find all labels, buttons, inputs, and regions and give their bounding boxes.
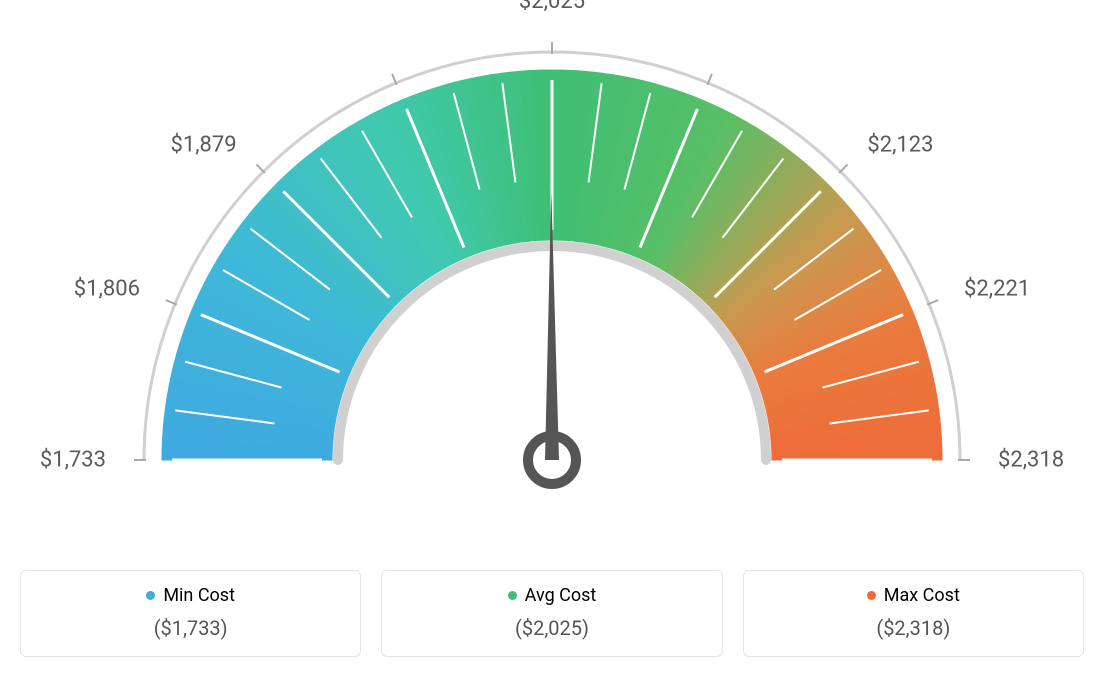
cost-gauge-container: $1,733$1,806$1,879$2,025$2,123$2,221$2,3… xyxy=(20,20,1084,657)
legend-dot-max xyxy=(867,591,876,600)
gauge-svg xyxy=(20,20,1084,540)
gauge-tick-label: $1,879 xyxy=(170,132,236,157)
legend-card-min: Min Cost ($1,733) xyxy=(20,570,361,657)
gauge-tick-label: $2,221 xyxy=(964,277,1030,302)
legend-dot-min xyxy=(146,591,155,600)
legend-card-max: Max Cost ($2,318) xyxy=(743,570,1084,657)
gauge-tick-label: $1,733 xyxy=(40,448,106,473)
legend-value-min: ($1,733) xyxy=(31,616,350,640)
legend-label-max: Max Cost xyxy=(884,585,960,606)
gauge-tick-label: $2,123 xyxy=(867,132,933,157)
legend-value-max: ($2,318) xyxy=(754,616,1073,640)
legend-label-avg: Avg Cost xyxy=(525,585,597,606)
legend-title-min: Min Cost xyxy=(146,585,235,606)
legend-row: Min Cost ($1,733) Avg Cost ($2,025) Max … xyxy=(20,570,1084,657)
gauge-tick-label: $2,318 xyxy=(998,448,1064,473)
legend-label-min: Min Cost xyxy=(163,585,235,606)
legend-title-max: Max Cost xyxy=(867,585,960,606)
legend-title-avg: Avg Cost xyxy=(508,585,597,606)
legend-value-avg: ($2,025) xyxy=(392,616,711,640)
legend-dot-avg xyxy=(508,591,517,600)
gauge-tick-label: $2,025 xyxy=(519,0,585,14)
gauge-chart: $1,733$1,806$1,879$2,025$2,123$2,221$2,3… xyxy=(20,20,1084,540)
legend-card-avg: Avg Cost ($2,025) xyxy=(381,570,722,657)
gauge-tick-label: $1,806 xyxy=(74,277,140,302)
